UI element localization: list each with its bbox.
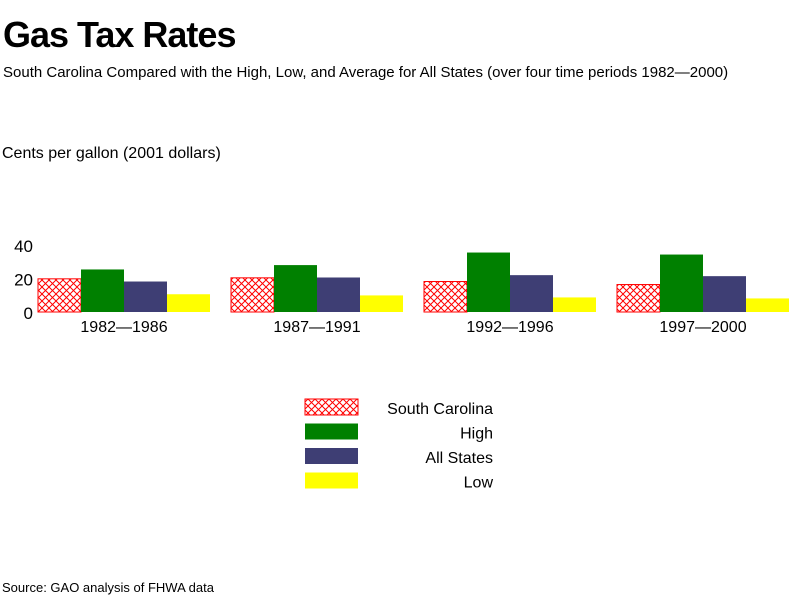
bar-low [167, 294, 210, 312]
x-tick-label: 1987—1991 [273, 319, 360, 336]
bar-all-states [124, 281, 167, 312]
source-note: Source: GAO analysis of FHWA data [2, 580, 214, 595]
legend-label: High [460, 426, 493, 443]
legend-swatch [305, 448, 358, 464]
bar-south-carolina [616, 284, 661, 313]
bar-low [553, 297, 596, 312]
bar-all-states [510, 275, 553, 312]
y-tick-label: 40 [14, 237, 33, 256]
chart-subtitle: South Carolina Compared with the High, L… [3, 64, 729, 81]
legend-label: Low [464, 475, 494, 492]
y-tick-label: 0 [24, 304, 33, 323]
x-tick-label: 1992—1996 [466, 319, 553, 336]
y-tick-label: 20 [14, 271, 33, 290]
legend-swatch [305, 472, 358, 489]
bar-high [274, 265, 317, 312]
bar-high [467, 252, 510, 312]
legend-label: South Carolina [387, 401, 493, 418]
bar-high [660, 254, 703, 312]
bar-low [360, 295, 403, 312]
bar-all-states [703, 276, 746, 312]
legend-swatch [304, 398, 359, 416]
chart-title: Gas Tax Rates [3, 14, 236, 55]
bar-south-carolina [37, 278, 82, 313]
legend-swatch [305, 423, 358, 440]
bar-south-carolina [423, 281, 468, 313]
bar-all-states [317, 277, 360, 312]
bar-high [81, 269, 124, 312]
legend-label: All States [425, 450, 493, 467]
x-tick-label: 1997—2000 [659, 319, 746, 336]
x-tick-label: 1982—1986 [80, 319, 167, 336]
bar-low [746, 298, 789, 312]
y-axis-label: Cents per gallon (2001 dollars) [2, 145, 221, 162]
bar-south-carolina [230, 277, 275, 313]
